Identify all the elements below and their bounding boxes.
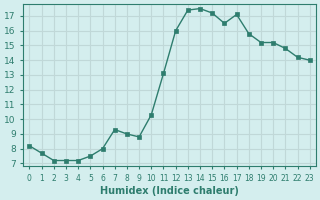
X-axis label: Humidex (Indice chaleur): Humidex (Indice chaleur)	[100, 186, 239, 196]
